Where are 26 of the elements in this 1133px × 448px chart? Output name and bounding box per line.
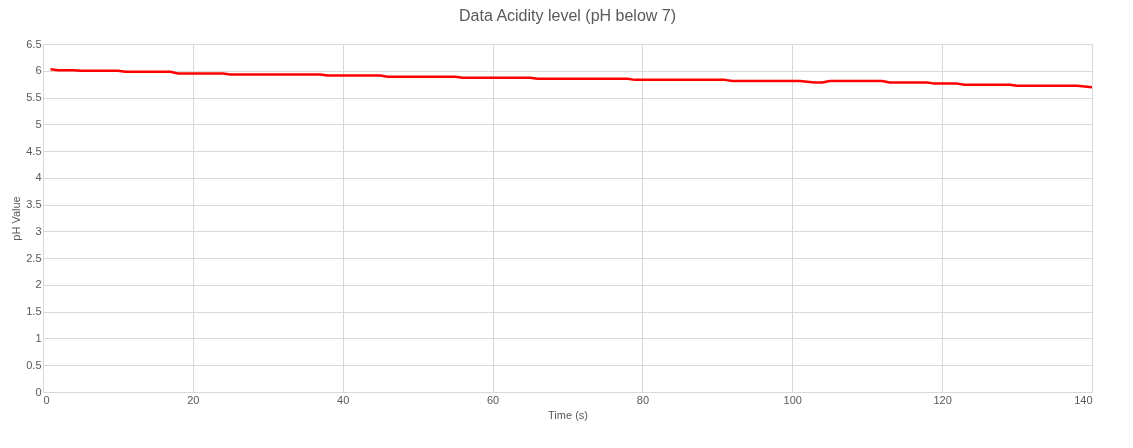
x-tick-label: 0 <box>43 393 50 406</box>
x-tick-label: 60 <box>486 393 500 406</box>
x-axis-title: Time (s) <box>548 408 588 421</box>
y-tick-label: 3.5 <box>26 198 42 211</box>
y-tick-label: 3 <box>35 224 42 237</box>
y-tick-label: 5 <box>35 117 42 130</box>
y-tick-label: 0.5 <box>26 358 42 371</box>
y-tick-label: 4.5 <box>26 144 42 157</box>
x-tick-label: 40 <box>337 393 350 406</box>
x-tick-label: 80 <box>636 393 650 406</box>
y-tick-label: 2.5 <box>26 251 42 264</box>
x-tick-label: 100 <box>783 393 802 406</box>
y-tick-label: 1 <box>35 331 42 344</box>
y-tick-label: 2 <box>35 278 42 291</box>
y-tick-label: 6.5 <box>26 37 42 50</box>
x-tick-label: 140 <box>1074 393 1093 406</box>
y-tick-label: 0 <box>35 385 42 398</box>
line-series <box>49 67 1092 89</box>
y-tick-label: 1.5 <box>26 305 42 318</box>
chart-title: Data Acidity level (pH below 7) <box>459 7 676 24</box>
y-axis-title: pH Value <box>10 196 23 241</box>
x-tick-label: 120 <box>933 393 952 406</box>
y-tick-label: 6 <box>35 64 42 77</box>
y-tick-label: 4 <box>35 171 42 184</box>
x-tick-label: 20 <box>187 393 200 406</box>
y-tick-label: 5.5 <box>26 91 42 104</box>
